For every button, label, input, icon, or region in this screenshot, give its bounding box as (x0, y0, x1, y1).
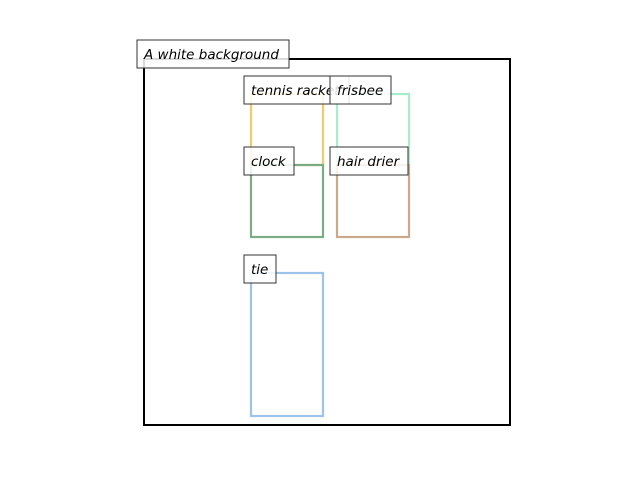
tie-label-bg (243, 254, 277, 284)
clock-label: clock (243, 146, 295, 176)
hair-drier-label-text: hair drier (337, 154, 401, 170)
frisbee-label-bg (329, 75, 392, 105)
clock-label-bg (243, 146, 295, 176)
clock-box (249, 163, 325, 239)
canvas-frame (143, 58, 511, 426)
hair-drier-box (335, 163, 411, 239)
tennis-racket-label-text: tennis racket (251, 83, 340, 99)
caption-text: A white background (143, 47, 279, 63)
caption-label: A white background (136, 39, 290, 69)
caption-label-bg (136, 39, 290, 69)
tie-label: tie (243, 254, 277, 284)
frisbee-label: frisbee (329, 75, 392, 105)
clock-label-text: clock (251, 154, 287, 170)
hair-drier-label-bg (329, 146, 409, 176)
tie-box (249, 271, 325, 418)
frisbee-label-text: frisbee (337, 83, 383, 99)
hair-drier-label: hair drier (329, 146, 409, 176)
tie-label-text: tie (251, 262, 268, 278)
